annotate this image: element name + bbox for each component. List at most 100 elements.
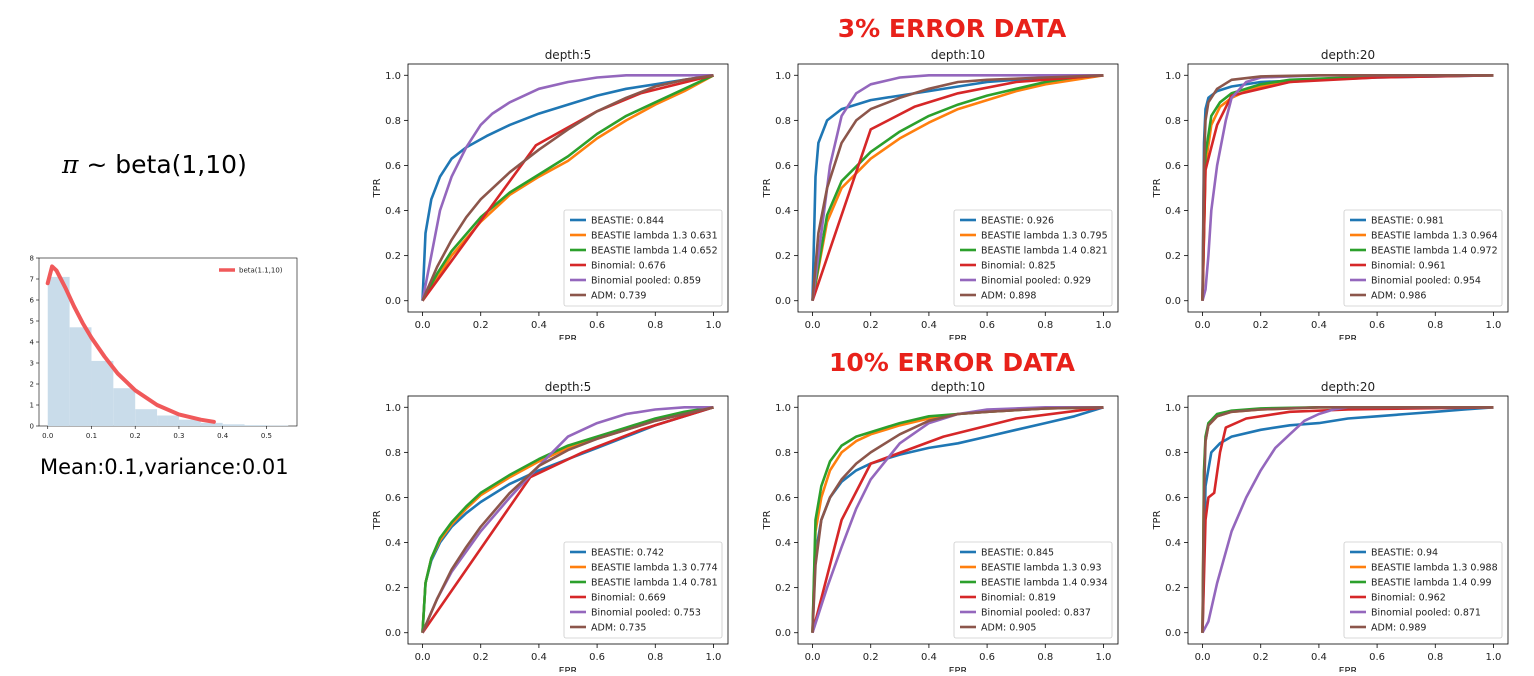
legend: BEASTIE: 0.845 BEASTIE lambda 1.3 0.93 BEA… [953,541,1113,639]
y-tick-label: 0.2 [775,251,791,262]
legend-label: Binomial: 0.819 [981,593,1056,604]
legend-label: BEASTIE lambda 1.4 0.652 [591,246,718,257]
y-tick-label: 0.2 [775,583,791,594]
legend-label: ADM: 0.905 [981,623,1036,634]
x-tick-label: 0.4 [531,652,547,663]
y-tick-label: 1.0 [1165,403,1181,414]
legend-label: Binomial pooled: 0.837 [981,608,1091,619]
x-tick-label: 0.4 [531,320,547,331]
y-axis-label: TPR [762,510,773,530]
series-line-binomial-pooled [1201,405,1494,634]
y-tick-label: 5 [30,318,34,326]
x-tick-label: 0.3 [173,432,184,440]
y-tick-label: 0.8 [775,116,791,127]
y-tick-label: 8 [30,255,34,263]
legend-label: ADM: 0.986 [1371,291,1426,302]
header-3pct-error: 3% ERROR DATA [837,14,1067,43]
header-10pct-error: 10% ERROR DATA [829,348,1075,377]
legend-label: ADM: 0.989 [1371,623,1426,634]
pi-symbol: π [62,150,79,179]
legend-label: Binomial: 0.962 [1371,593,1446,604]
series-line-beastie-lambda-1-4 [811,74,1104,301]
x-tick-label: 0.2 [473,320,489,331]
legend-label: BEASTIE lambda 1.3 0.964 [1371,231,1498,242]
x-tick-label: 1.0 [706,320,722,331]
beta-formula-text: ~ beta(1,10) [78,150,247,179]
x-tick-label: 0.8 [1427,320,1443,331]
y-tick-label: 0.0 [775,296,791,307]
series-line-adm [1201,405,1494,633]
legend-label: BEASTIE lambda 1.4 0.99 [1371,578,1492,589]
x-tick-label: 0.2 [130,432,141,440]
y-tick-label: 0.4 [1165,538,1181,549]
y-tick-label: 3 [30,360,34,368]
legend: BEASTIE: 0.94 BEASTIE lambda 1.3 0.988 BEA… [1343,541,1503,639]
roc-chart-3pct-depth5: depth:5 0.0 0.2 0.4 0.6 0.8 1.0 0.0 0.2 0.4 0.6 0.8… [372,48,729,340]
x-tick-label: 0.0 [42,432,53,440]
legend: BEASTIE: 0.981 BEASTIE lambda 1.3 0.964 BE… [1343,209,1503,307]
series-line-beastie-lambda-1-3 [811,74,1104,301]
x-tick-label: 0.4 [1311,320,1327,331]
roc-chart-10pct-depth5: depth:5 0.0 0.2 0.4 0.6 0.8 1.0 0.0 0.2 0.4 0.6 0.8… [372,380,729,672]
y-axis-label: TPR [1152,178,1163,198]
x-tick-label: 0.6 [589,320,605,331]
legend-label: Binomial: 0.825 [981,261,1056,272]
y-tick-label: 0.6 [385,493,401,504]
beta-histogram-chart: 0.0 0.1 0.2 0.3 0.4 0.5 0 1 2 3 4 5 6 7 8 beta(1.1,10) [30,255,298,440]
x-tick-label: 0.2 [863,652,879,663]
y-tick-label: 1.0 [385,403,401,414]
x-tick-label: 0.4 [921,652,937,663]
x-tick-label: 0.5 [261,432,272,440]
x-tick-label: 0.2 [1253,320,1269,331]
legend-box [953,209,1113,307]
legend-label: Binomial pooled: 0.871 [1371,608,1481,619]
x-tick-label: 0.6 [589,652,605,663]
legend-label: BEASTIE: 0.844 [591,216,664,227]
chart-title: depth:20 [1321,48,1375,62]
y-tick-label: 4 [30,339,35,347]
y-tick-label: 0.8 [385,448,401,459]
x-tick-label: 0.6 [1369,652,1385,663]
y-tick-label: 0.8 [1165,116,1181,127]
y-axis-label: TPR [372,178,383,198]
legend-label: BEASTIE lambda 1.3 0.795 [981,231,1108,242]
legend-label: BEASTIE: 0.981 [1371,216,1444,227]
legend-label: BEASTIE lambda 1.3 0.774 [591,563,718,574]
y-tick-label: 0.2 [1165,583,1181,594]
y-tick-label: 0.4 [385,206,401,217]
histogram-bar [113,388,136,426]
series-line-beastie-lambda-1-4 [421,406,714,633]
legend-box [563,209,723,307]
histogram-bar [222,424,245,426]
legend-label: BEASTIE lambda 1.3 0.631 [591,231,718,242]
legend-box [563,541,723,639]
chart-title: depth:20 [1321,380,1375,394]
series-line-adm [421,406,714,634]
histogram-bar [157,415,179,426]
x-axis-label: FPR [559,666,578,672]
series-line-binomial [811,74,1104,302]
y-tick-label: 0.0 [1165,296,1181,307]
legend: BEASTIE: 0.926 BEASTIE lambda 1.3 0.795 BE… [953,209,1113,307]
x-tick-label: 0.0 [1195,652,1211,663]
y-tick-label: 2 [30,381,34,389]
x-tick-label: 0.2 [1253,652,1269,663]
x-tick-label: 0.0 [415,320,431,331]
histogram-bar [47,276,70,426]
x-axis-label: FPR [949,334,968,340]
chart-title: depth:5 [545,48,592,62]
series-line-binomial [811,406,1104,634]
legend-label: BEASTIE lambda 1.4 0.934 [981,578,1108,589]
x-axis-label: FPR [1339,666,1358,672]
series-line-adm [1201,73,1494,301]
y-tick-label: 0.6 [1165,161,1181,172]
y-tick-label: 0.4 [1165,206,1181,217]
histogram-bar [69,327,92,426]
series-line-beastie-lambda-1-3 [421,74,715,302]
legend-label: Binomial: 0.669 [591,593,666,604]
chart-title: depth:10 [931,48,985,62]
legend-label: ADM: 0.739 [591,291,646,302]
histogram-bar [178,419,201,426]
x-axis-label: FPR [1339,334,1358,340]
legend-label: BEASTIE: 0.94 [1371,548,1438,559]
